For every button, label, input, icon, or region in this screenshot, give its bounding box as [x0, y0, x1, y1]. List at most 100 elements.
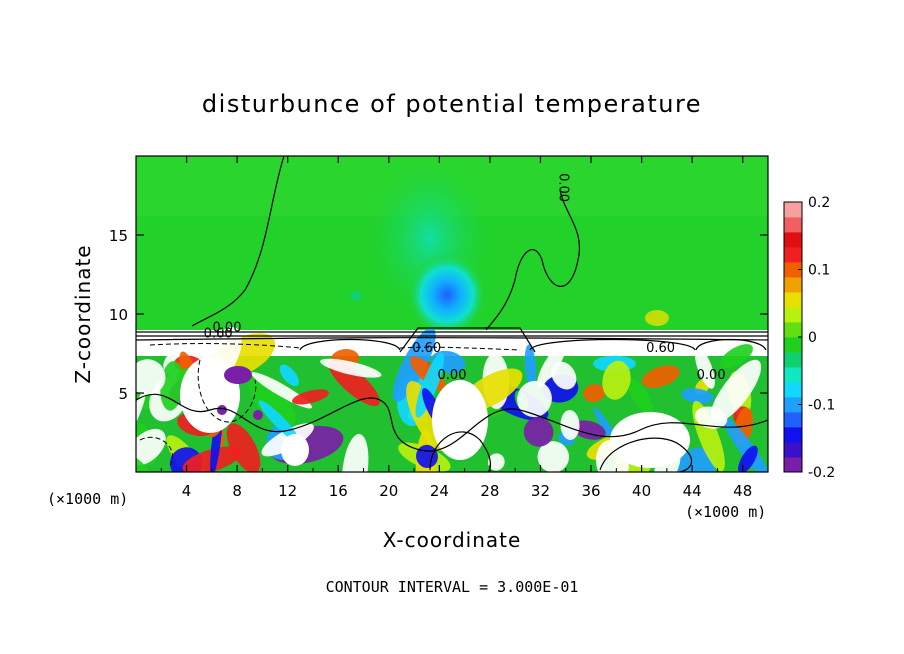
colorbar-swatch [784, 367, 802, 383]
colorbar-swatch [784, 337, 802, 353]
stable-bump-far-right [529, 338, 696, 351]
colorbar-tick-label: 0 [808, 330, 817, 346]
y-axis: 5 10 15 [109, 227, 768, 403]
green-spot [350, 291, 362, 301]
turbulence-cell [583, 384, 606, 403]
y-tick-label: 5 [118, 385, 128, 403]
purple-spot [217, 405, 227, 415]
turbulence-cell [292, 389, 329, 405]
turbulence-cell [641, 365, 680, 388]
colorbar-swatch [784, 397, 802, 413]
colorbar-swatch [784, 232, 802, 248]
plot-area [136, 156, 768, 472]
turbulence-cell [160, 360, 184, 411]
x-tick-label: 44 [683, 482, 702, 500]
contour-label: 0.60 [412, 341, 441, 356]
y-axis-title: Z-coordinate [71, 244, 95, 383]
turbulence-cell [694, 406, 728, 429]
contour-label: 0.00 [697, 368, 726, 383]
contour-lines [136, 156, 768, 472]
colorbar-tick-label: -0.2 [808, 465, 835, 481]
turbulence-cell [279, 364, 299, 387]
x-tick-label: 16 [329, 482, 348, 500]
turbulence-cell [136, 359, 166, 396]
contour-interval-note: CONTOUR INTERVAL = 3.000E-01 [326, 578, 579, 596]
warm-spot [645, 310, 669, 326]
contour-label: 0.60 [204, 327, 233, 342]
contour-label-layer: 0.000.000.600.600.000.600.00 [204, 173, 726, 383]
turbulence-cell [722, 416, 768, 472]
stable-bump [399, 327, 536, 353]
dashed-2 [197, 359, 257, 423]
chart-title: disturbunce of potential temperature [202, 90, 702, 118]
turbulence-cell [551, 361, 577, 390]
white-anomaly [432, 380, 488, 460]
turbulence-cell [560, 410, 580, 440]
x-tick-label: 12 [278, 482, 297, 500]
colorbar-swatch [784, 292, 802, 308]
y-tick-label: 10 [109, 306, 128, 324]
contour-label: 0.60 [646, 341, 675, 356]
x-tick-label: 24 [430, 482, 449, 500]
turbulence-cell [136, 448, 161, 472]
x-tick-label: 36 [581, 482, 600, 500]
dashed-contours [139, 343, 521, 466]
dashed-3 [399, 346, 521, 351]
colorbar-swatch [784, 382, 802, 398]
x-axis-title: X-coordinate [383, 528, 522, 552]
colorbar-swatch [784, 352, 802, 368]
y-tick-label: 15 [109, 227, 128, 245]
dashed-4 [139, 436, 174, 466]
x-tick-label: 40 [632, 482, 651, 500]
colorbar-swatch [784, 457, 802, 473]
turbulence-cell [341, 433, 369, 472]
purple-spot [224, 366, 252, 384]
colorbar: 0.2 0.1 0 -0.1 -0.2 [783, 195, 835, 481]
colorbar-tick-label: -0.1 [808, 398, 835, 414]
x-axis: 4 8 12 16 20 24 28 32 36 40 44 48 [160, 156, 752, 500]
lower-contour-1 [136, 393, 768, 452]
turbulence-cell [710, 359, 762, 423]
colorbar-tick-label: 0.1 [808, 263, 830, 279]
stable-bump-edge [695, 338, 767, 351]
purple-spot [253, 410, 263, 420]
x-tick-label: 20 [379, 482, 398, 500]
x-tick-label: 4 [182, 482, 192, 500]
x-tick-label: 48 [733, 482, 752, 500]
contour-zero-right [485, 189, 580, 331]
white-anomaly [281, 434, 309, 466]
turbulence-cell [487, 453, 505, 471]
turbulence-cell [694, 347, 715, 389]
turbulence-cell [602, 360, 631, 400]
x-tick-label: 32 [531, 482, 550, 500]
dashed-1 [149, 343, 301, 349]
turbulence-cell [626, 377, 654, 414]
turbulence-cell [537, 441, 570, 472]
x-unit-label-left: (×1000 m) [47, 490, 128, 508]
colorbar-swatch [784, 322, 802, 338]
turbulence-cell [415, 352, 445, 418]
stable-contour-3 [136, 337, 768, 341]
turbulence-cell [320, 358, 382, 378]
x-tick-label: 8 [232, 482, 242, 500]
turbulence-cell [537, 343, 566, 387]
turbulence-cell [248, 376, 296, 427]
colorbar-swatch [784, 412, 802, 428]
stable-bump-right [299, 338, 401, 351]
turbulence-cell [517, 380, 552, 418]
lower-turbulence [136, 327, 768, 472]
colorbar-swatch [784, 442, 802, 458]
turbulence-cell [719, 344, 754, 369]
colorbar-swatch [784, 217, 802, 233]
contour-label: 0.00 [213, 320, 242, 335]
x-tick-label: 28 [480, 482, 499, 500]
contour-zero-left [191, 156, 285, 327]
colorbar-swatch [784, 262, 802, 278]
turbulence-cell [258, 400, 300, 443]
colorbar-swatch [784, 427, 802, 443]
lower-contour-2 [599, 437, 693, 472]
colorbar-swatch [784, 247, 802, 263]
x-unit-label-right: (×1000 m) [685, 503, 766, 521]
cold-anomaly [407, 253, 487, 337]
